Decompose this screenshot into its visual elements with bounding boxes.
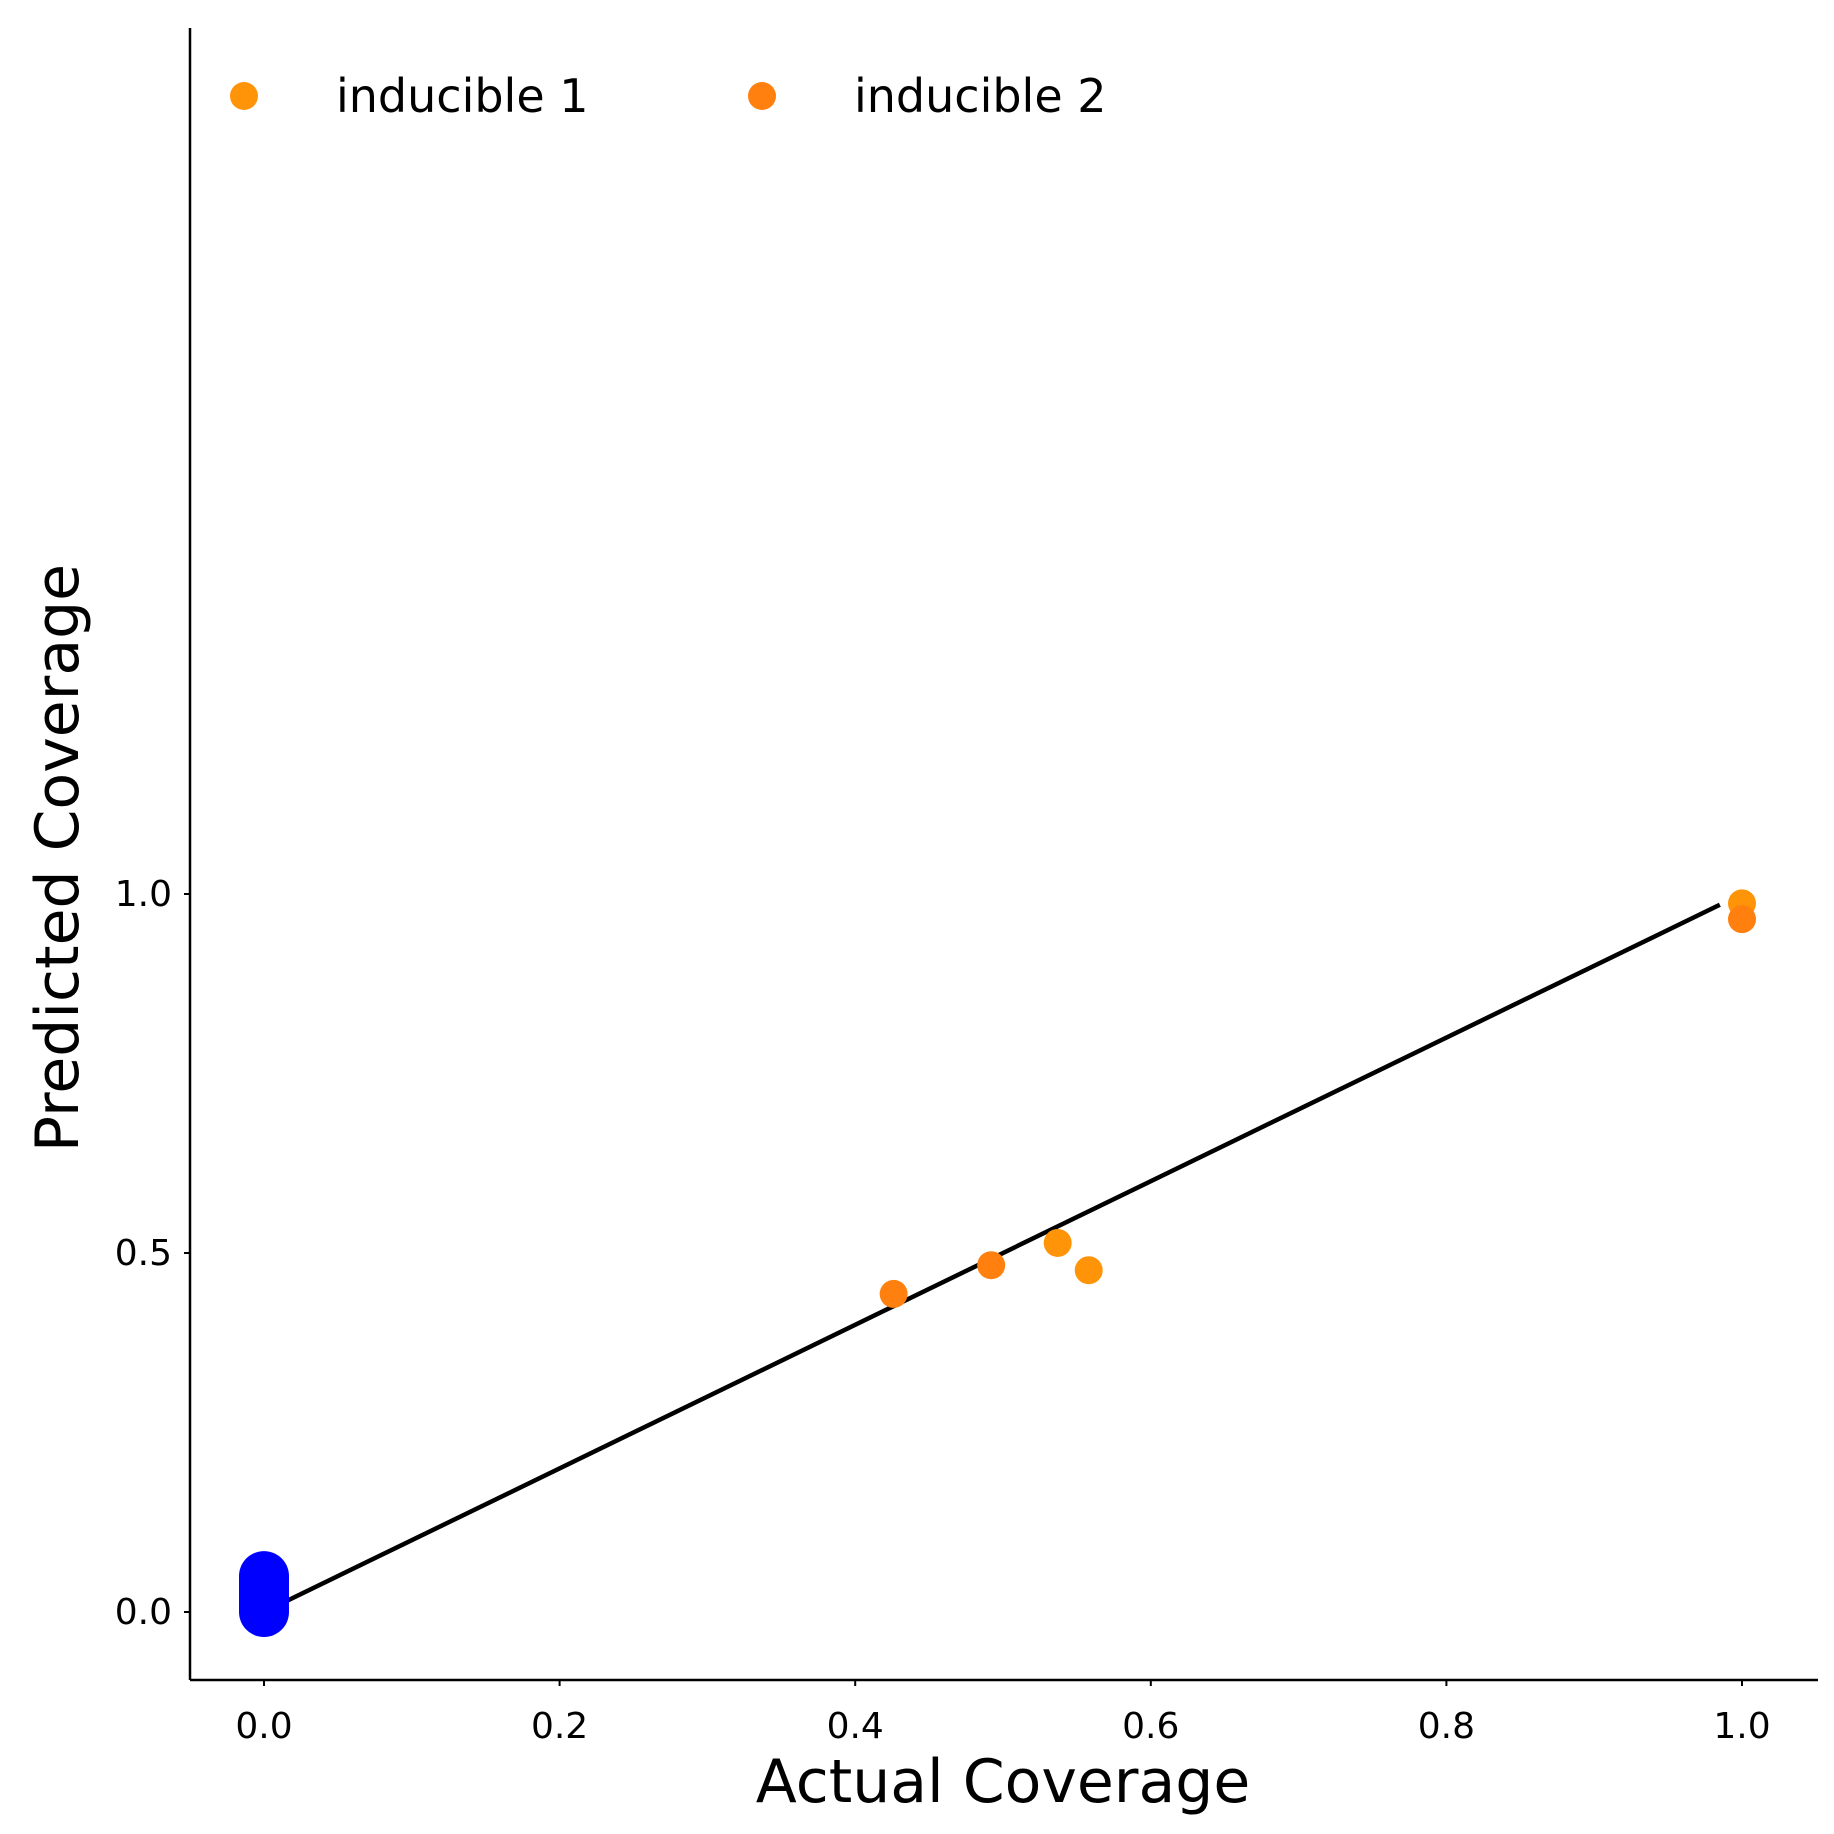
x-axis-label: Actual Coverage	[756, 1747, 1251, 1817]
legend-marker-1	[748, 82, 776, 110]
x-tick-label-2: 0.4	[827, 1706, 884, 1747]
legend-marker-0	[230, 82, 258, 110]
inducible-2-point-2	[1728, 905, 1756, 934]
y-tick-label-0: 0.0	[115, 1592, 172, 1633]
y-tick-label-1: 0.5	[115, 1233, 172, 1274]
data-points-layer	[239, 889, 1756, 1637]
x-tick-label-1: 0.2	[531, 1706, 588, 1747]
legend-label-1: inducible 2	[854, 69, 1107, 123]
y-axis-label: Predicted Coverage	[23, 564, 93, 1152]
x-tick-label-5: 1.0	[1713, 1706, 1770, 1747]
x-tick-label-3: 0.6	[1122, 1706, 1179, 1747]
legend: inducible 1 inducible 2	[230, 69, 1107, 123]
axes-layer	[188, 28, 1818, 1682]
blue-series-point-10	[239, 1551, 289, 1602]
x-tick-label-4: 0.8	[1418, 1706, 1475, 1747]
x-tick-label-0: 0.0	[235, 1706, 292, 1747]
inducible-1-point-1	[1074, 1256, 1103, 1285]
y-tick-label-2: 1.0	[115, 874, 172, 915]
inducible-2-point-1	[977, 1251, 1006, 1280]
inducible-2-point-0	[879, 1279, 908, 1308]
legend-label-0: inducible 1	[336, 69, 589, 123]
inducible-1-point-0	[1043, 1228, 1072, 1257]
tick-labels-layer: 0.0 0.2 0.4 0.6 0.8 1.0 0.0 0.5 1.0	[115, 874, 1771, 1747]
